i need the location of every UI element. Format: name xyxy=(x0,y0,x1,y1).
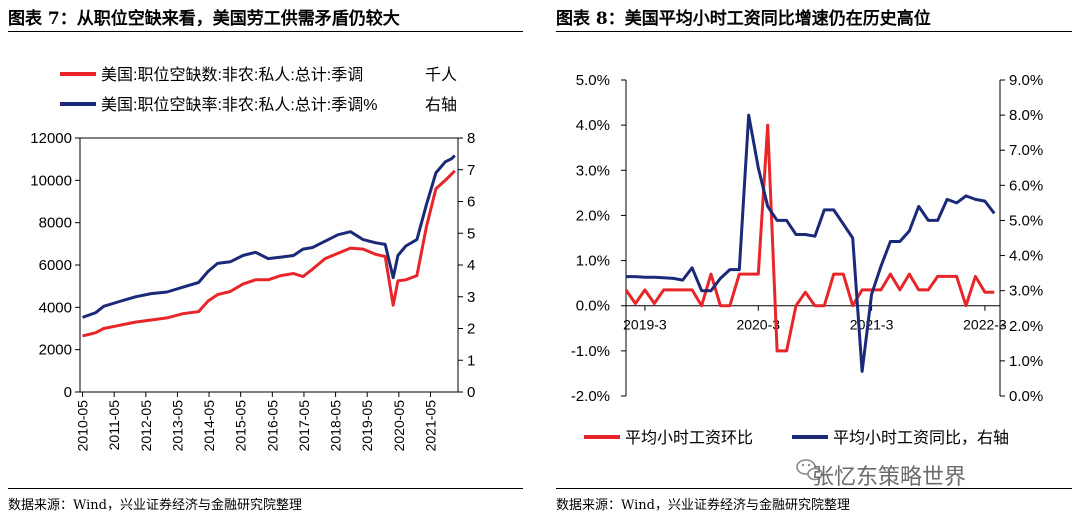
left-series-job-openings-line xyxy=(82,169,456,338)
left-y-left-tick-label: 12000 xyxy=(30,130,72,147)
right-y-right-tick-label: 6.0% xyxy=(1009,177,1043,194)
left-series-vacancy-rate-line xyxy=(81,154,456,319)
right-legend: 平均小时工资环比 平均小时工资同比，右轴 xyxy=(584,429,1009,447)
left-x-tick-label: 2013-05 xyxy=(169,400,185,452)
left-legend-unit-rate: 右轴 xyxy=(425,96,457,114)
left-y-axis-right: 0 1 2 3 4 5 6 7 8 xyxy=(458,130,475,401)
right-series-yoy-line xyxy=(626,113,996,373)
left-figure-source: 数据来源：Wind，兴业证券经济与金融研究院整理 xyxy=(8,498,302,513)
left-x-tick-label: 2021-05 xyxy=(422,400,438,452)
right-y-left-tick-label: 4.0% xyxy=(576,117,610,134)
right-y-right-tick-label: 3.0% xyxy=(1009,283,1043,300)
right-figure-source: 数据来源：Wind，兴业证券经济与金融研究院整理 xyxy=(556,498,850,513)
right-source-rule xyxy=(556,488,1072,489)
right-y-right-tick-label: 2.0% xyxy=(1009,318,1043,335)
left-y-axis-left: 0 2000 4000 6000 8000 10000 12000 xyxy=(30,130,80,401)
right-x-tick-label: 2022-3 xyxy=(963,317,1007,333)
right-title-rule xyxy=(556,31,1072,32)
left-title-rule xyxy=(8,31,523,32)
right-legend-label-mom: 平均小时工资环比 xyxy=(625,429,753,447)
right-x-tick-label: 2020-3 xyxy=(736,317,780,333)
left-y-right-tick-label: 4 xyxy=(467,257,475,274)
left-x-tick-label: 2020-05 xyxy=(391,400,407,452)
left-y-right-tick-label: 1 xyxy=(467,352,475,369)
left-plot-frame xyxy=(79,137,459,393)
right-y-left-tick-label: -1.0% xyxy=(571,343,610,360)
left-y-left-tick-label: 0 xyxy=(64,384,72,401)
left-legend-label-jobs: 美国:职位空缺数:非农:私人:总计:季调 xyxy=(101,66,363,84)
left-source-rule xyxy=(8,488,523,489)
right-y-left-tick-label: 0.0% xyxy=(576,298,610,315)
right-y-left-tick-label: 1.0% xyxy=(576,253,610,270)
left-y-left-tick-label: 10000 xyxy=(30,172,72,189)
left-x-tick-label: 2012-05 xyxy=(138,400,154,452)
right-legend-label-yoy: 平均小时工资同比，右轴 xyxy=(833,429,1009,447)
left-y-left-tick-label: 8000 xyxy=(39,215,72,232)
left-y-right-tick-label: 2 xyxy=(467,321,475,338)
left-legend-unit-jobs: 千人 xyxy=(425,66,457,84)
left-x-tick-label: 2011-05 xyxy=(106,400,122,451)
right-series-mom-line xyxy=(624,123,995,353)
left-y-left-tick-label: 6000 xyxy=(39,257,72,274)
right-y-right-tick-label: 9.0% xyxy=(1009,72,1043,89)
left-x-tick-label: 2017-05 xyxy=(296,400,312,452)
right-y-right-tick-label: 8.0% xyxy=(1009,107,1043,124)
left-y-left-tick-label: 4000 xyxy=(39,299,72,316)
right-x-tick-label: 2021-3 xyxy=(850,317,894,333)
right-y-left-tick-label: -2.0% xyxy=(571,388,610,405)
left-chart: 美国:职位空缺数:非农:私人:总计:季调 千人 美国:职位空缺率:非农:私人:总… xyxy=(30,66,475,451)
left-y-right-tick-label: 8 xyxy=(467,130,475,147)
left-x-tick-label: 2018-05 xyxy=(328,400,344,452)
left-y-right-tick-label: 0 xyxy=(467,384,475,401)
right-y-left-tick-label: 3.0% xyxy=(576,162,610,179)
right-y-axis-left: -2.0% -1.0% 0.0% 1.0% 2.0% 3.0% 4.0% 5.0% xyxy=(571,72,626,405)
left-x-tick-label: 2010-05 xyxy=(75,400,91,452)
left-x-axis: 2010-05 2011-05 2012-05 2013-05 2014-05 2015-… xyxy=(75,392,438,452)
watermark-text: 张忆东策略世界 xyxy=(812,465,967,490)
left-y-right-tick-label: 5 xyxy=(467,225,475,242)
left-y-left-tick-label: 2000 xyxy=(39,342,72,359)
right-y-left-tick-label: 2.0% xyxy=(576,207,610,224)
right-y-left-tick-label: 5.0% xyxy=(576,72,610,89)
left-y-right-tick-label: 3 xyxy=(467,289,475,306)
left-x-tick-label: 2019-05 xyxy=(359,400,375,452)
right-y-axis-right: 0.0% 1.0% 2.0% 3.0% 4.0% 5.0% 6.0% 7.0% 8.0% 9.0% xyxy=(1000,72,1043,405)
wechat-icon xyxy=(796,459,823,481)
right-y-right-tick-label: 5.0% xyxy=(1009,212,1043,229)
right-y-right-tick-label: 4.0% xyxy=(1009,248,1043,265)
right-chart: -2.0% -1.0% 0.0% 1.0% 2.0% 3.0% 4.0% 5.0% 0.0% 1… xyxy=(571,72,1043,447)
left-x-tick-label: 2014-05 xyxy=(201,400,217,452)
left-y-right-tick-label: 7 xyxy=(467,162,475,179)
right-series-group xyxy=(624,113,996,373)
left-y-right-tick-label: 6 xyxy=(467,194,475,211)
left-legend: 美国:职位空缺数:非农:私人:总计:季调 千人 美国:职位空缺率:非农:私人:总… xyxy=(60,66,457,114)
right-figure-title: 图表 8：美国平均小时工资同比增速仍在历史高位 xyxy=(556,9,931,29)
left-figure-title: 图表 7：从职位空缺来看，美国劳工供需矛盾仍较大 xyxy=(8,9,400,29)
right-y-right-tick-label: 7.0% xyxy=(1009,142,1043,159)
right-y-right-tick-label: 1.0% xyxy=(1009,353,1043,370)
right-x-tick-label: 2019-3 xyxy=(623,317,667,333)
right-y-right-tick-label: 0.0% xyxy=(1009,388,1043,405)
left-x-tick-label: 2016-05 xyxy=(264,400,280,452)
right-x-axis: 2019-3 2020-3 2021-3 2022-3 xyxy=(623,305,1007,333)
left-legend-label-rate: 美国:职位空缺率:非农:私人:总计:季调% xyxy=(101,96,377,114)
left-x-tick-label: 2015-05 xyxy=(233,400,249,452)
left-series-group xyxy=(81,154,456,338)
